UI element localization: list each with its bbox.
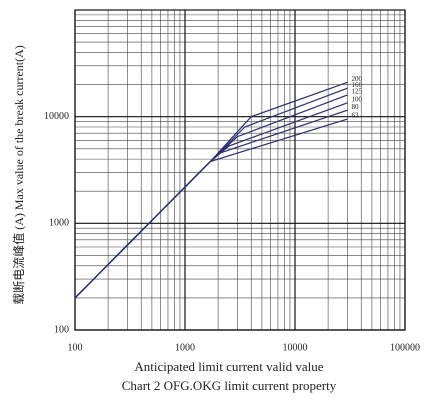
series-label: 80 [351, 103, 359, 111]
series-label: 200 [351, 75, 362, 83]
series-line [74, 109, 348, 299]
series-line [74, 94, 348, 299]
x-axis-title: Anticipated limit current valid value [134, 359, 323, 374]
y-tick-label: 100 [54, 324, 69, 335]
x-tick-label: 100000 [390, 342, 420, 353]
y-tick-label: 10000 [44, 111, 69, 122]
y-tick-label: 1000 [49, 218, 69, 229]
x-tick-label: 10000 [283, 342, 308, 353]
series-line [74, 118, 348, 299]
series-label: 100 [351, 95, 362, 103]
x-tick-label: 1000 [175, 342, 195, 353]
series-label: 160 [351, 81, 362, 89]
x-tick-label: 100 [68, 342, 83, 353]
series-line [74, 87, 348, 299]
series-label: 63 [351, 112, 359, 120]
plot-frame [74, 9, 406, 331]
series-label: 125 [351, 88, 362, 96]
y-axis-title: 载断电流峰值 (A) Max value of the break curren… [11, 45, 26, 305]
chart-title: Chart 2 OFG.OKG limit current property [122, 378, 337, 393]
